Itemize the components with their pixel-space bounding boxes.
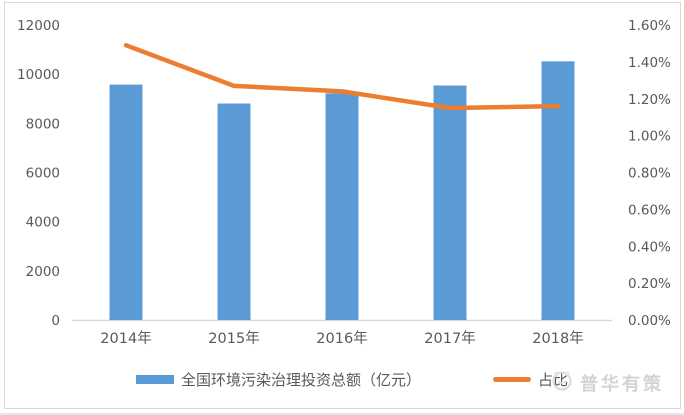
legend: 全国环境污染治理投资总额（亿元） 占比 bbox=[136, 369, 568, 390]
bar-2016年 bbox=[325, 93, 359, 320]
x-axis-category-label: 2015年 bbox=[208, 330, 259, 347]
right-axis-tick-label: 0.20% bbox=[628, 276, 671, 292]
bar-series-swatch-icon bbox=[136, 375, 174, 384]
bar-2015年 bbox=[217, 103, 251, 320]
right-axis-tick-label: 0.40% bbox=[628, 239, 671, 255]
left-axis-tick-label: 12000 bbox=[17, 18, 60, 34]
bar-2014年 bbox=[109, 84, 143, 320]
watermark: 普华有策 bbox=[550, 368, 664, 397]
right-axis-tick-label: 1.00% bbox=[628, 129, 671, 145]
x-axis-category-label: 2017年 bbox=[424, 330, 475, 347]
right-axis-tick-label: 0.80% bbox=[628, 166, 671, 182]
x-axis-category-label: 2016年 bbox=[316, 330, 367, 347]
legend-bar-label: 全国环境污染治理投资总额（亿元） bbox=[181, 371, 422, 389]
left-axis-tick-label: 6000 bbox=[26, 166, 60, 182]
x-axis-category-label: 2014年 bbox=[100, 330, 151, 347]
right-axis-tick-label: 1.60% bbox=[628, 18, 671, 34]
bottom-accent-line bbox=[0, 413, 684, 415]
watermark-text: 普华有策 bbox=[580, 373, 664, 395]
left-axis-tick-label: 2000 bbox=[26, 264, 60, 280]
left-axis-tick-label: 8000 bbox=[26, 116, 60, 132]
right-axis-tick-label: 1.20% bbox=[628, 92, 671, 108]
line-series-swatch-icon bbox=[493, 377, 532, 382]
x-axis-category-label: 2018年 bbox=[532, 330, 583, 347]
ratio-line-series bbox=[123, 43, 561, 111]
legend-item-bar: 全国环境污染治理投资总额（亿元） bbox=[136, 369, 421, 390]
puhua-logo-icon bbox=[550, 368, 574, 397]
left-axis-tick-label: 10000 bbox=[17, 67, 60, 83]
bar-2018年 bbox=[541, 61, 575, 320]
right-axis-tick-label: 0.00% bbox=[628, 313, 671, 329]
left-axis-tick-label: 0 bbox=[51, 313, 60, 329]
bar-2017年 bbox=[433, 85, 467, 321]
right-axis-tick-label: 0.60% bbox=[628, 202, 671, 218]
left-axis-tick-label: 4000 bbox=[26, 215, 60, 231]
right-axis-tick-label: 1.40% bbox=[628, 55, 671, 71]
